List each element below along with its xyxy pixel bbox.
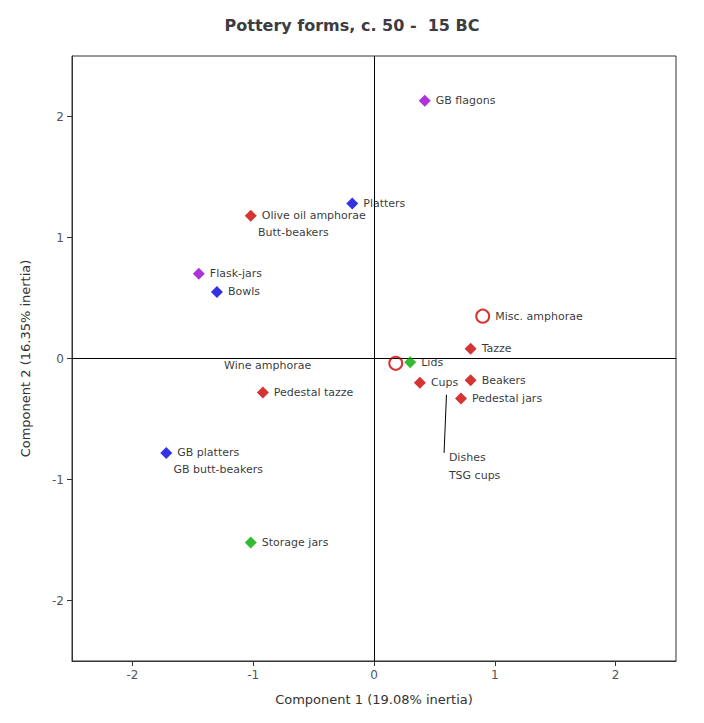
svg-text:Misc. amphorae: Misc. amphorae bbox=[495, 310, 583, 323]
svg-text:Lids: Lids bbox=[421, 356, 443, 369]
svg-text:Platters: Platters bbox=[363, 197, 405, 210]
svg-text:Cups: Cups bbox=[431, 376, 459, 389]
svg-text:Dishes: Dishes bbox=[449, 451, 486, 464]
svg-text:GB butt-beakers: GB butt-beakers bbox=[173, 463, 263, 476]
svg-text:Olive oil amphorae: Olive oil amphorae bbox=[262, 209, 366, 222]
svg-text:-1: -1 bbox=[247, 668, 259, 682]
svg-text:Flask-jars: Flask-jars bbox=[210, 267, 263, 280]
svg-text:1: 1 bbox=[56, 231, 64, 245]
svg-text:Butt-beakers: Butt-beakers bbox=[258, 226, 329, 239]
svg-text:2: 2 bbox=[612, 668, 620, 682]
svg-text:2: 2 bbox=[56, 110, 64, 124]
svg-text:Bowls: Bowls bbox=[228, 285, 260, 298]
svg-text:0: 0 bbox=[370, 668, 378, 682]
svg-text:GB platters: GB platters bbox=[177, 446, 239, 459]
svg-text:Pedestal tazze: Pedestal tazze bbox=[274, 386, 354, 399]
svg-text:TSG cups: TSG cups bbox=[448, 469, 501, 482]
svg-text:0: 0 bbox=[56, 352, 64, 366]
svg-text:Component 1 (19.08% inertia): Component 1 (19.08% inertia) bbox=[275, 692, 473, 707]
svg-text:Beakers: Beakers bbox=[482, 374, 526, 387]
svg-text:Wine amphorae: Wine amphorae bbox=[224, 359, 311, 372]
svg-text:-2: -2 bbox=[126, 668, 138, 682]
svg-text:Tazze: Tazze bbox=[481, 342, 512, 355]
svg-text:Storage jars: Storage jars bbox=[262, 536, 329, 549]
svg-text:1: 1 bbox=[491, 668, 499, 682]
svg-text:Component 2 (16.35% inertia): Component 2 (16.35% inertia) bbox=[18, 260, 33, 458]
svg-text:-1: -1 bbox=[52, 473, 64, 487]
svg-text:-2: -2 bbox=[52, 594, 64, 608]
svg-text:Pottery forms, c. 50 - 15 BC: Pottery forms, c. 50 - 15 BC bbox=[225, 16, 480, 35]
svg-text:GB flagons: GB flagons bbox=[436, 94, 496, 107]
svg-text:Pedestal jars: Pedestal jars bbox=[472, 392, 542, 405]
